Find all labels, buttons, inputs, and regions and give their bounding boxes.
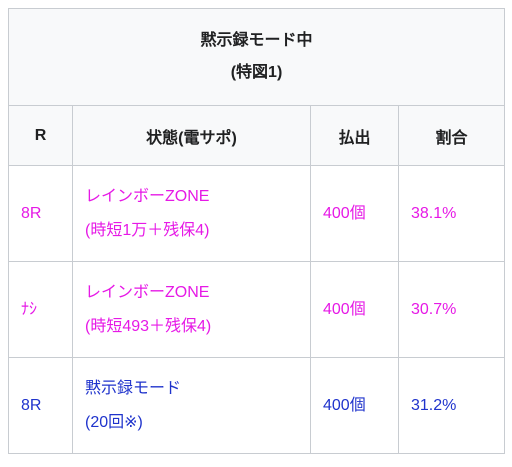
title: 黙示録モード中 [200, 32, 313, 49]
cell-line: 黙示録モード [85, 379, 182, 397]
table-row: ﾅｼ レインボーZONE (時短493＋残保4) 400個 30.7% [8, 261, 506, 358]
table-cell: 30.7% [397, 261, 506, 358]
table-cell: 400個 [310, 261, 399, 358]
subtitle: (特図1) [230, 64, 283, 81]
cell-line: (時短493＋残保4) [85, 317, 212, 335]
table-row: 8R レインボーZONE (時短1万＋残保4) 400個 38.1% [8, 165, 506, 262]
column-header: 割合 [397, 105, 506, 166]
table-cell: 8R [8, 165, 73, 262]
table-cell: 8R [8, 357, 73, 454]
table-cell: 38.1% [397, 165, 506, 262]
cell-line: (20回※) [85, 413, 143, 431]
header-row: R 状態(電サポ) 払出 割合 [8, 105, 506, 166]
table-cell: 400個 [310, 357, 399, 454]
column-header: R [8, 105, 73, 166]
title-row: 黙示録モード中 (特図1) [7, 8, 506, 106]
cell-line: レインボーZONE [85, 283, 210, 301]
table-row: 8R 黙示録モード (20回※) 400個 31.2% [8, 357, 506, 454]
column-header: 状態(電サポ) [72, 105, 311, 166]
table-cell: レインボーZONE (時短1万＋残保4) [72, 165, 311, 262]
table-cell: 黙示録モード (20回※) [72, 357, 311, 454]
payout-table: 黙示録モード中 (特図1) R 状態(電サポ) 払出 割合 8R レインボーZONE (時… [7, 8, 506, 454]
cell-line: レインボーZONE [85, 187, 210, 205]
table-cell: 400個 [310, 165, 399, 262]
table-body: 8R レインボーZONE (時短1万＋残保4) 400個 38.1% ﾅｼ レインボーZON… [8, 165, 506, 454]
column-header: 払出 [310, 105, 399, 166]
table-cell: 31.2% [397, 357, 506, 454]
title-cell: 黙示録モード中 (特図1) [7, 8, 506, 106]
table-cell: レインボーZONE (時短493＋残保4) [72, 261, 311, 358]
cell-line: (時短1万＋残保4) [85, 221, 210, 239]
table-cell: ﾅｼ [8, 261, 73, 358]
